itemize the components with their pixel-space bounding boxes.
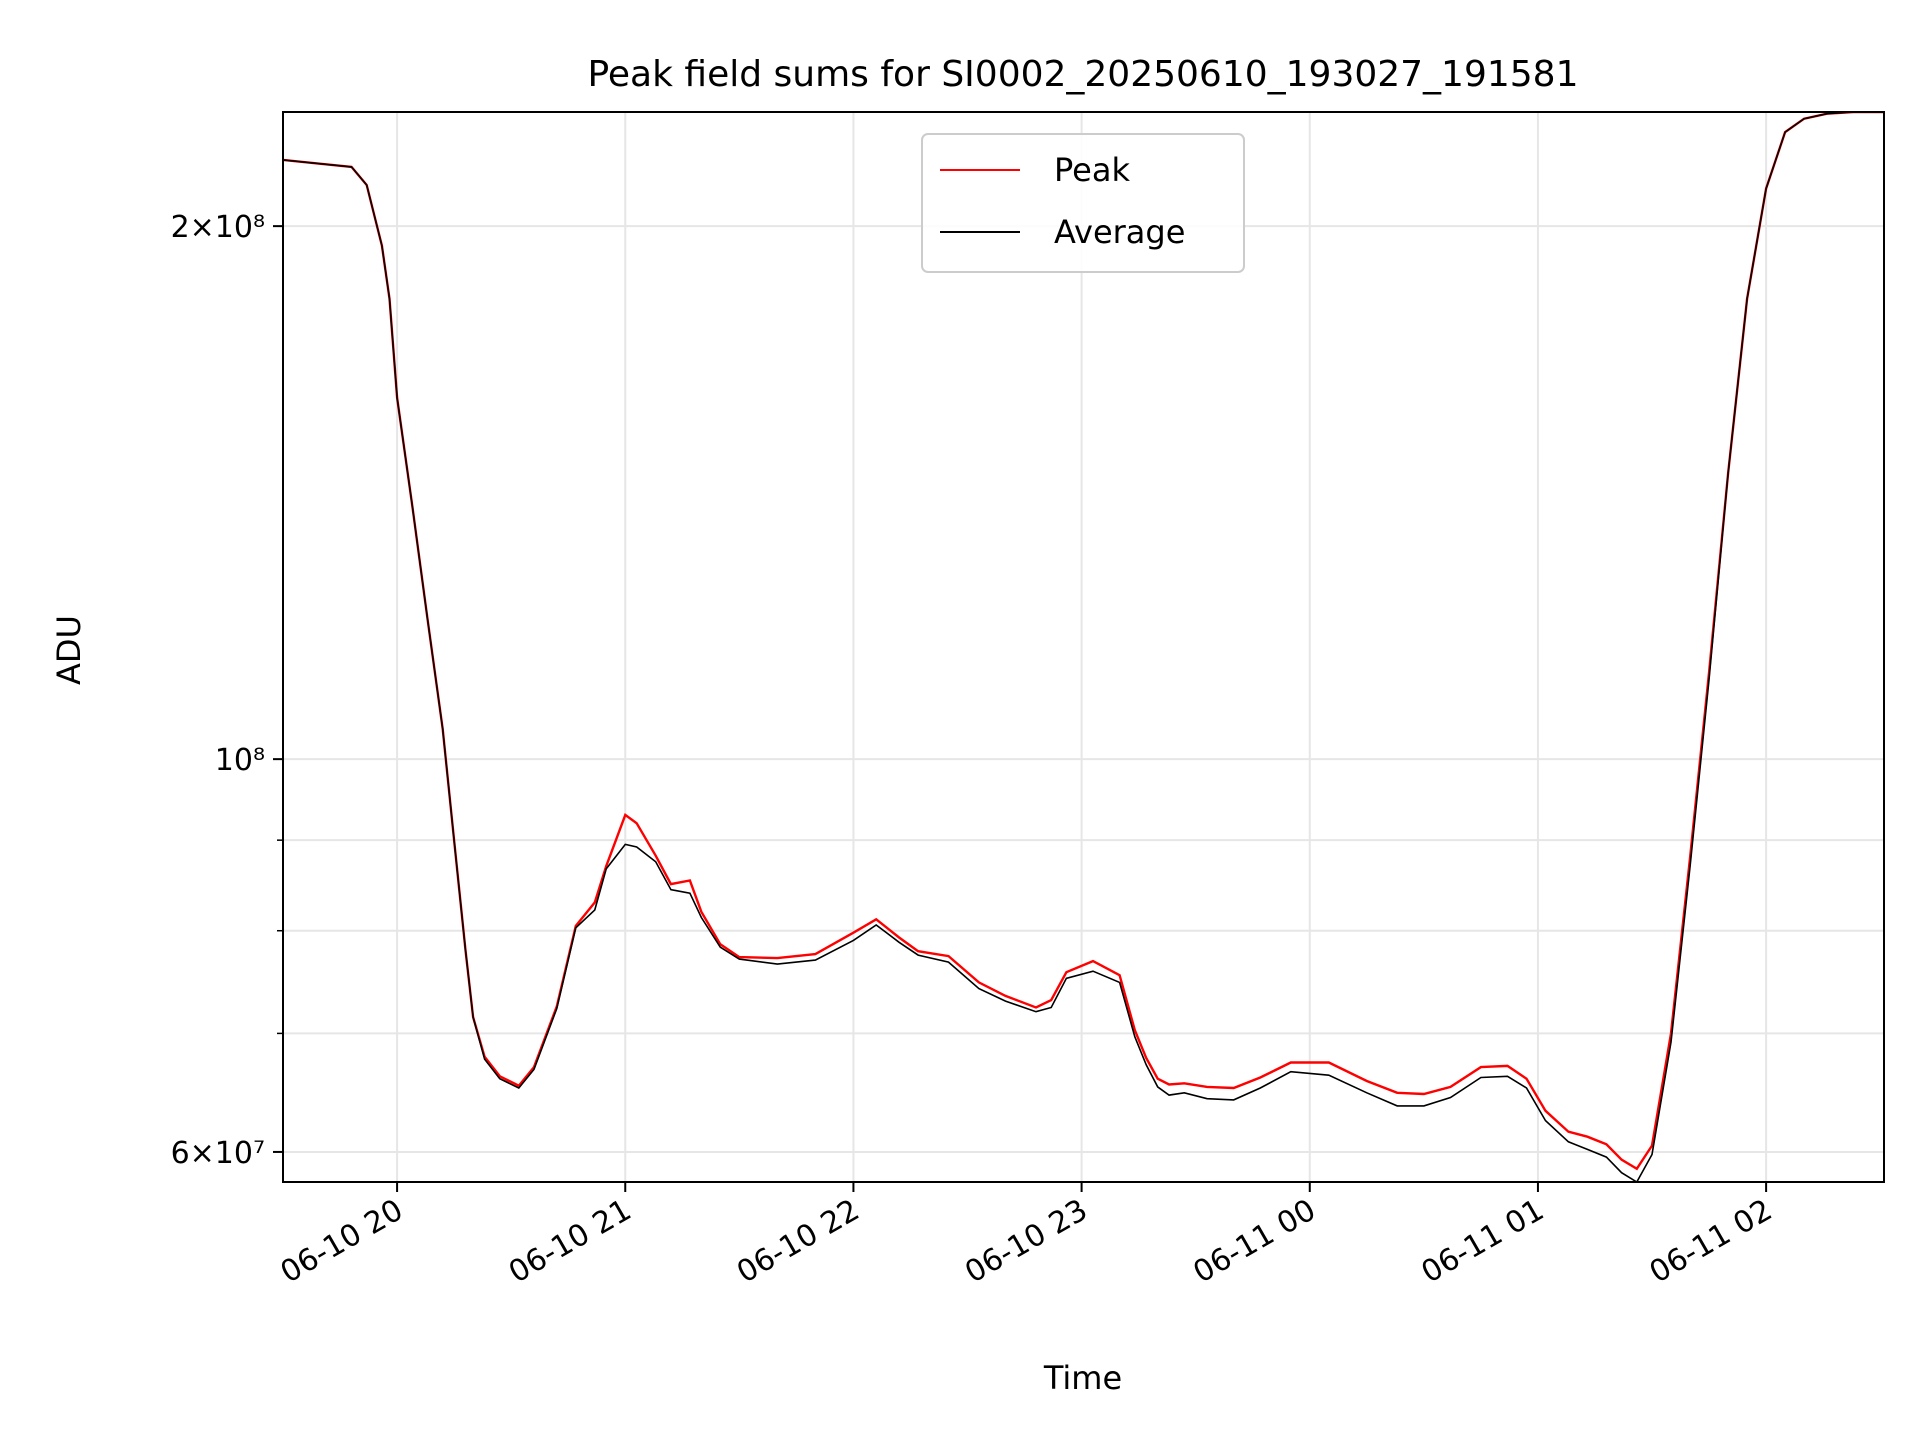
chart-title: Peak field sums for SI0002_20250610_1930… bbox=[587, 54, 1578, 95]
series-layer bbox=[283, 112, 1884, 1182]
y-tick-label: 2×10⁸ bbox=[171, 210, 265, 245]
legend: Peak Average bbox=[921, 133, 1245, 273]
y-tick-label: 10⁸ bbox=[215, 743, 265, 778]
legend-box bbox=[921, 133, 1245, 273]
y-tick-label: 6×10⁷ bbox=[171, 1136, 265, 1171]
legend-label-average: Average bbox=[1054, 213, 1185, 251]
series-line-average bbox=[283, 112, 1884, 1182]
legend-label-peak: Peak bbox=[1054, 151, 1130, 189]
x-axis-label: Time bbox=[1043, 1359, 1122, 1397]
plot-frame bbox=[282, 111, 1885, 1183]
y-axis-label: ADU bbox=[50, 615, 88, 685]
